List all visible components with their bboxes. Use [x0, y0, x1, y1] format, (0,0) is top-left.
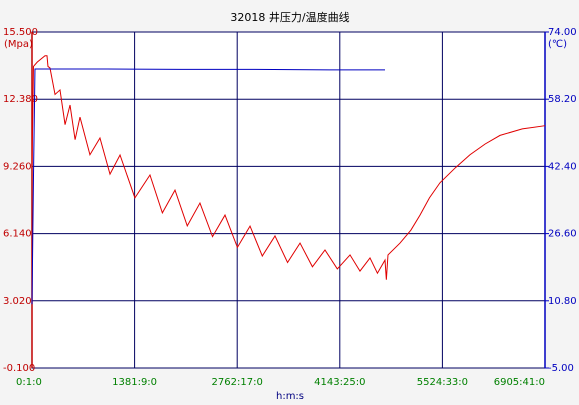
- chart-title: 32018 井压力/温度曲线: [230, 10, 349, 24]
- x-tick-label: 2762:17:0: [212, 377, 263, 388]
- y-tick-label: 6.140: [3, 229, 32, 240]
- x-axis-label: h:m:s: [276, 391, 304, 402]
- y2-tick-label: 74.00: [548, 27, 577, 38]
- y-axis-label: (Mpa): [4, 39, 33, 50]
- y2-tick-label: -5.00: [548, 363, 574, 374]
- y2-tick-label: 42.40: [548, 161, 577, 172]
- x-tick-label: 1381:9:0: [112, 377, 157, 388]
- y2-tick-label: 58.20: [548, 94, 577, 105]
- y-tick-label: 15.500: [3, 27, 38, 38]
- x-tick-label: 6905:41:0: [494, 377, 545, 388]
- y2-tick-label: 26.60: [548, 229, 577, 240]
- y-tick-label: -0.100: [3, 363, 35, 374]
- y-tick-label: 12.380: [3, 94, 38, 105]
- y2-tick-label: 10.80: [548, 296, 577, 307]
- series-line: [31, 68, 386, 305]
- x-tick-label: 4143:25:0: [314, 377, 365, 388]
- y-tick-label: 9.260: [3, 161, 32, 172]
- x-tick-label: 0:1:0: [16, 377, 42, 388]
- plot-area: [31, 31, 546, 369]
- x-tick-label: 5524:33:0: [417, 377, 468, 388]
- y-tick-label: 3.020: [3, 296, 32, 307]
- series-line: [31, 55, 546, 280]
- y2-axis-label: (℃): [548, 39, 567, 50]
